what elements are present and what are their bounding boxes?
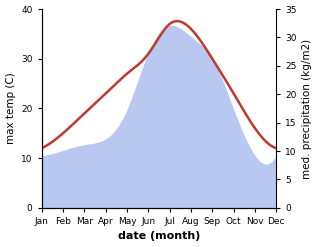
Y-axis label: med. precipitation (kg/m2): med. precipitation (kg/m2): [302, 38, 313, 179]
X-axis label: date (month): date (month): [118, 231, 200, 242]
Y-axis label: max temp (C): max temp (C): [5, 73, 16, 144]
